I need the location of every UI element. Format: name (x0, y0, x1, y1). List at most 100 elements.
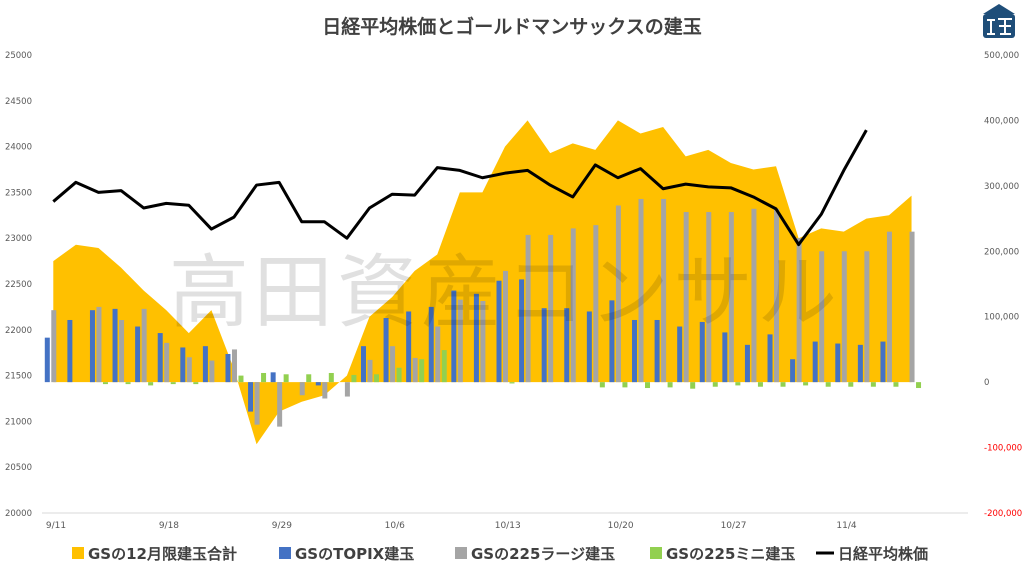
bar-topix (677, 326, 683, 383)
bar-topix (428, 306, 434, 383)
bar-225-large (751, 208, 757, 383)
y-left-tick-label: 20000 (5, 509, 32, 519)
bar-topix (609, 300, 615, 383)
x-tick-label: 10/6 (385, 521, 405, 531)
bar-topix (383, 318, 389, 383)
bar-225-mini (125, 382, 131, 385)
bar-topix (112, 308, 118, 383)
bar-topix (202, 346, 208, 383)
legend-swatch (455, 547, 467, 559)
bar-225-large (683, 212, 689, 383)
bar-225-large (886, 231, 892, 383)
bar-topix (586, 311, 592, 383)
bar-225-large (277, 382, 283, 427)
bar-225-mini (712, 382, 718, 387)
bar-topix (248, 382, 254, 412)
bar-225-large (119, 319, 125, 383)
bar-225-mini (148, 382, 154, 386)
bar-topix (451, 290, 457, 383)
y-left-tick-label: 25000 (5, 51, 32, 61)
bar-topix (564, 308, 570, 383)
x-tick-label: 9/11 (46, 521, 66, 531)
bar-225-large (796, 238, 802, 383)
bar-225-large (548, 234, 554, 383)
bar-225-large (819, 251, 825, 383)
bar-225-large (841, 251, 847, 383)
bar-225-mini (328, 372, 334, 383)
y-right-tick-label: 0 (984, 378, 989, 388)
bar-225-mini (645, 382, 651, 389)
bar-topix (632, 319, 638, 383)
bar-225-large (141, 308, 147, 383)
bar-225-large (51, 310, 57, 383)
bar-225-large (525, 234, 531, 383)
legend-swatch (72, 547, 84, 559)
bar-225-large (570, 228, 576, 383)
bar-225-mini (690, 382, 696, 389)
bar-225-large (435, 326, 441, 383)
legend-label: GSの12月限建玉合計 (88, 545, 237, 563)
bar-225-mini (803, 382, 809, 386)
bar-225-mini (780, 382, 786, 387)
bar-topix (880, 341, 886, 383)
bar-225-large (593, 225, 599, 383)
x-tick-label: 11/4 (836, 521, 856, 531)
bar-225-mini (373, 374, 379, 383)
y-left-tick-label: 24500 (5, 97, 32, 107)
bar-topix (225, 354, 231, 383)
chart-title: 日経平均株価とゴールドマンサックスの建玉 (322, 16, 702, 38)
legend-label: GSのTOPIX建玉 (295, 545, 414, 563)
bar-225-mini (848, 382, 854, 387)
bar-225-large (864, 251, 870, 383)
bar-225-mini (283, 374, 289, 383)
bar-225-large (706, 212, 712, 383)
bar-topix (44, 337, 50, 383)
bar-225-mini (261, 372, 267, 383)
bar-225-large (186, 357, 192, 383)
bar-225-mini (238, 375, 244, 383)
bar-225-large (344, 382, 350, 397)
legend-swatch (650, 547, 662, 559)
bar-225-mini (170, 382, 176, 385)
watermark-text: 高田資産コンサル (169, 246, 841, 339)
line-nikkei (52, 129, 868, 247)
bar-topix (67, 319, 73, 383)
y-right-tick-label: -200,000 (984, 509, 1022, 519)
bar-topix (360, 346, 366, 383)
bar-225-large (638, 198, 644, 383)
bar-225-large (728, 212, 734, 383)
bar-225-large (661, 198, 667, 383)
x-tick-label: 10/20 (608, 521, 634, 531)
bar-topix (473, 293, 479, 383)
y-left-tick-label: 22000 (5, 326, 32, 336)
bar-topix (857, 344, 863, 383)
x-tick-label: 9/18 (159, 521, 179, 531)
bar-topix (744, 344, 750, 383)
area-series-total (53, 120, 912, 445)
y-left-tick-label: 23500 (5, 188, 32, 198)
bar-225-mini (396, 367, 402, 383)
bar-225-mini (509, 382, 515, 384)
company-logo (983, 4, 1015, 38)
bar-225-mini (735, 382, 741, 386)
bar-topix (519, 279, 525, 383)
bar-225-large (231, 349, 237, 383)
bar-topix (699, 321, 705, 383)
bar-225-mini (441, 350, 447, 383)
bar-topix (496, 280, 502, 383)
y-right-tick-label: 300,000 (984, 182, 1019, 192)
bar-225-large (774, 208, 780, 383)
y-left-tick-label: 21500 (5, 372, 32, 382)
bar-225-mini (825, 382, 831, 387)
x-tick-label: 10/13 (495, 521, 521, 531)
bar-225-mini (870, 382, 876, 387)
bar-topix (790, 359, 796, 383)
bar-topix (812, 341, 818, 383)
bar-225-large (457, 299, 463, 383)
y-left-tick-label: 23000 (5, 234, 32, 244)
bar-225-large (367, 359, 373, 383)
bar-225-mini (599, 382, 605, 388)
legend-label: 日経平均株価 (838, 545, 928, 563)
bar-225-mini (351, 374, 357, 383)
